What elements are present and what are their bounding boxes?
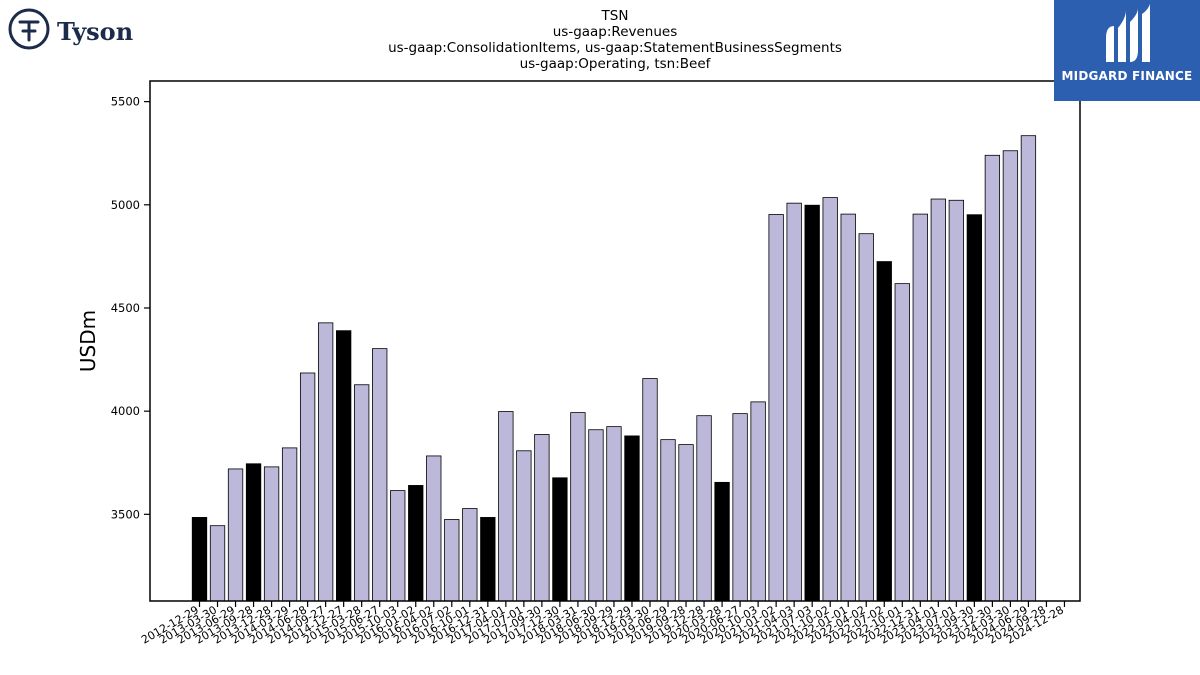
bar-quarter	[354, 384, 370, 602]
chart-title-line: us-gaap:Operating, tsn:Beef	[520, 56, 712, 72]
bar-quarter	[462, 508, 478, 602]
midgard-emblem-icon	[1106, 4, 1150, 62]
bar-fiscal-year-end	[624, 435, 640, 602]
y-tick-label: 5500	[111, 95, 140, 109]
tyson-emblem-icon: Tyson	[8, 8, 133, 50]
y-axis: 3500 4000 4500 5000 5500	[111, 95, 150, 521]
bar-quarter	[209, 525, 226, 602]
y-tick-label: 4000	[111, 404, 140, 418]
bar-quarter	[912, 213, 928, 602]
bar-fiscal-year-end	[714, 481, 730, 602]
bar-quarter	[534, 434, 550, 602]
bar-quarter	[498, 411, 514, 602]
y-axis-label: USDm	[76, 310, 100, 372]
bar-fiscal-year-end	[191, 517, 208, 602]
bar-fiscal-year-end	[804, 204, 820, 602]
bar-quarter	[1002, 150, 1019, 602]
bar-quarter	[588, 429, 604, 602]
chart-title-line: us-gaap:ConsolidationItems, us-gaap:Stat…	[388, 40, 842, 56]
bar-quarter	[750, 401, 766, 602]
bar-quarter	[894, 283, 910, 602]
bar-quarter	[606, 426, 622, 602]
brand-name: MIDGARD FINANCE	[1061, 69, 1193, 83]
y-tick-label: 5000	[111, 198, 140, 212]
tyson-logo: Tyson	[8, 8, 138, 52]
plot-frame	[149, 80, 1081, 602]
bar-fiscal-year-end	[966, 214, 983, 602]
y-tick-label: 3500	[111, 507, 140, 521]
bar-quarter	[299, 372, 316, 602]
bar-quarter	[444, 519, 460, 602]
chart-title-line: us-gaap:Revenues	[553, 24, 678, 40]
bar-quarter	[984, 154, 1001, 602]
bar-quarter	[426, 455, 442, 602]
bar-quarter	[660, 439, 676, 602]
bar-quarter	[930, 198, 946, 602]
bar-quarter	[227, 468, 244, 602]
bar-fiscal-year-end	[245, 463, 262, 602]
midgard-finance-logo: MIDGARD FINANCE	[1054, 0, 1200, 101]
bar-quarter	[642, 378, 658, 602]
chart-title-line: TSN	[601, 8, 629, 24]
bar-quarter	[390, 490, 406, 602]
bar-quarter	[263, 466, 280, 602]
bar-fiscal-year-end	[408, 485, 424, 602]
x-axis: 2012-12-292013-03-302013-06-292013-09-28…	[139, 601, 1066, 647]
bar-quarter	[822, 197, 838, 602]
bars-group	[191, 135, 1037, 602]
chart-title: TSNus-gaap:Revenuesus-gaap:Consolidation…	[388, 8, 842, 72]
tyson-wordmark: Tyson	[57, 17, 133, 46]
bar-quarter	[678, 444, 694, 602]
y-tick-label: 4500	[111, 301, 140, 315]
bar-quarter	[732, 413, 748, 602]
bar-quarter	[516, 450, 532, 602]
bar-fiscal-year-end	[876, 261, 892, 602]
bar-fiscal-year-end	[480, 517, 496, 602]
bar-quarter	[948, 199, 964, 602]
bar-quarter	[1020, 135, 1037, 602]
bar-quarter	[372, 348, 388, 602]
bar-quarter	[858, 233, 874, 602]
bar-quarter	[317, 322, 334, 602]
bar-quarter	[696, 415, 712, 602]
bar-quarter	[281, 447, 298, 602]
bar-quarter	[570, 412, 586, 602]
bar-quarter	[786, 202, 802, 602]
bar-quarter	[840, 213, 856, 602]
bar-fiscal-year-end	[552, 477, 568, 602]
bar-quarter	[768, 214, 784, 602]
bar-fiscal-year-end	[336, 330, 352, 602]
